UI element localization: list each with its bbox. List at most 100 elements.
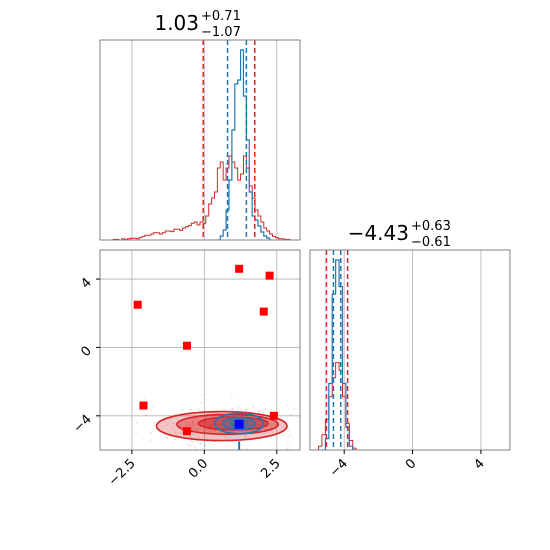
sample-point — [238, 406, 240, 409]
sample-point — [203, 434, 206, 437]
sample-point — [245, 447, 248, 450]
title-y-minus: −0.61 — [411, 235, 451, 250]
sample-point — [172, 422, 175, 425]
truth-marker — [139, 401, 148, 410]
sample-point — [192, 420, 195, 423]
tick-label: 4 — [78, 275, 94, 291]
sample-point — [368, 422, 370, 424]
joint-frame — [99, 249, 301, 451]
sample-point — [180, 420, 183, 423]
sample-point — [135, 431, 137, 434]
sample-point — [190, 435, 193, 438]
sample-point — [180, 429, 183, 432]
tick-label: 0.0 — [186, 456, 211, 481]
histogram-x-blue — [214, 49, 273, 240]
title-x-value: 1.03 — [154, 11, 199, 35]
sample-point — [201, 394, 203, 396]
sample-point — [286, 447, 289, 450]
joint-y-ticks: −4 0 4 — [71, 275, 100, 436]
grid-y-marginal — [343, 250, 482, 450]
sample-point — [288, 429, 291, 432]
sample-point — [191, 424, 194, 427]
sample-point — [231, 408, 234, 411]
tick-label: 2.5 — [258, 456, 283, 481]
title-x-plus: +0.71 — [201, 9, 241, 24]
sample-point — [188, 435, 191, 438]
sample-point — [204, 428, 207, 431]
sample-point — [149, 439, 152, 442]
sample-point — [189, 444, 192, 447]
sample-point — [250, 429, 253, 432]
joint-panel: −2.5 0.0 2.5 −4 0 4 — [71, 249, 370, 489]
sample-point — [152, 405, 155, 408]
sample-point — [214, 429, 216, 432]
marginal-panel-y: −4 0 4 −4.43 +0.63 −0.61 — [309, 219, 511, 480]
title-x: 1.03 — [154, 11, 199, 35]
sample-point — [209, 412, 211, 415]
sample-point — [185, 425, 188, 427]
sample-point — [231, 430, 234, 433]
sample-point — [166, 437, 168, 440]
marginal-panel-x: 1.03 +0.71 −1.07 — [99, 9, 301, 241]
sample-point — [245, 409, 247, 412]
sample-point — [289, 413, 292, 416]
sample-point — [287, 426, 290, 429]
sample-point — [204, 444, 207, 447]
sample-point — [196, 433, 198, 436]
sample-point — [314, 413, 316, 415]
sample-point — [213, 430, 216, 433]
sample-point — [226, 438, 229, 441]
tick-label: −4 — [71, 412, 95, 436]
sample-point — [189, 408, 192, 411]
sample-point — [286, 443, 289, 446]
truth-marker — [182, 341, 191, 350]
marginal-y-frame — [309, 249, 511, 451]
sample-point — [253, 405, 255, 408]
truth-markers — [133, 264, 278, 436]
sample-point — [187, 423, 190, 426]
tick-label: 0 — [403, 456, 419, 472]
tick-label: −4 — [327, 456, 351, 480]
sample-point — [275, 423, 277, 426]
marginal-y-x-ticks: −4 0 4 — [327, 450, 488, 480]
sample-point — [181, 429, 184, 432]
sample-point — [289, 433, 292, 436]
sample-point — [252, 404, 255, 406]
highlight-marker — [234, 419, 244, 429]
sample-point — [180, 432, 183, 434]
sample-point — [173, 438, 176, 441]
sample-point — [230, 396, 233, 399]
sample-point — [283, 434, 286, 437]
tick-label: 4 — [471, 456, 487, 472]
quantile-lines-x — [202, 40, 256, 240]
sample-point — [200, 442, 202, 445]
histogram-y-blue — [321, 259, 357, 450]
sample-point — [195, 421, 198, 424]
sample-point — [145, 414, 148, 417]
truth-marker — [269, 411, 278, 420]
sample-point — [258, 409, 260, 412]
sample-point — [209, 430, 212, 433]
sample-point — [282, 426, 285, 428]
sample-point — [200, 402, 203, 404]
sample-point — [226, 444, 228, 447]
sample-point — [150, 432, 153, 434]
sample-point — [149, 409, 152, 411]
sample-point — [185, 421, 188, 423]
sample-point — [287, 435, 290, 438]
quantile-lines-y — [325, 250, 349, 450]
sample-point — [286, 404, 289, 407]
sample-point — [224, 436, 227, 438]
sample-point — [191, 440, 194, 443]
truth-marker — [182, 427, 191, 436]
joint-x-ticks: −2.5 0.0 2.5 — [106, 450, 284, 489]
sample-point — [119, 458, 121, 460]
sample-point — [173, 424, 176, 427]
sample-point — [166, 424, 168, 426]
sample-point — [264, 407, 267, 410]
sample-point — [216, 412, 219, 414]
sample-point — [262, 410, 265, 413]
sample-point — [197, 436, 200, 438]
sample-point — [190, 440, 193, 443]
histogram-y-red — [315, 362, 360, 450]
